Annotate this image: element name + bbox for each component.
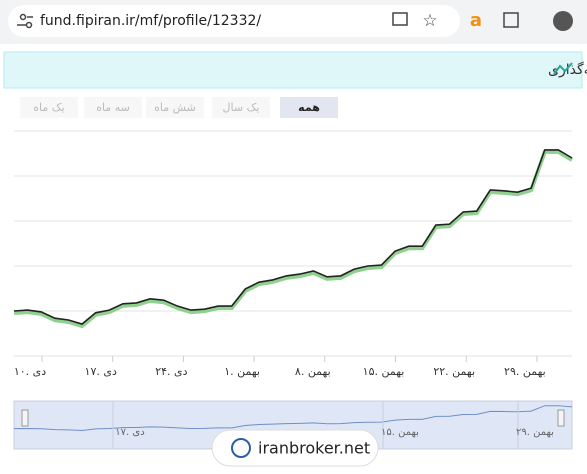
url[interactable]: fund.fipiran.ir/mf/profile/12332/ (40, 13, 261, 29)
x-tick-label: ۸. بهمن (295, 365, 331, 378)
site-info-icon[interactable] (17, 13, 33, 29)
navigator-handle[interactable] (557, 409, 565, 427)
navigator-handle[interactable] (21, 409, 29, 427)
extensions-icon[interactable] (503, 12, 519, 28)
x-tick-label: ۲۹. بهمن (504, 365, 546, 378)
bookmark-star[interactable]: ☆ (422, 11, 437, 31)
range-button-label[interactable]: یک ماه (33, 101, 64, 114)
range-button[interactable] (212, 97, 270, 118)
header-icon (553, 62, 573, 75)
header-band (3, 51, 583, 89)
extension-icon[interactable]: a (470, 10, 482, 31)
plot: ۱۰. دی ۱۷. دی ۲۴. دی ۱. بهمن ۸. بهمن ۱۵. بهمن… (13, 130, 574, 378)
range-button[interactable] (20, 97, 78, 118)
x-tick-label: ۱۷. دی (85, 365, 117, 378)
address-bar[interactable] (8, 5, 460, 37)
line (13, 149, 573, 325)
range-button-label[interactable]: همه (298, 101, 320, 114)
navigator-label: ۲۹. بهمن (516, 427, 554, 438)
x-tick-label: ۱. بهمن (224, 365, 260, 378)
x-tick-label: ۱۵. بهمن (363, 365, 405, 378)
range-buttons: همه یک سال شش ماه سه ماه یک ماه (20, 97, 338, 118)
x-tick-label: ۲۲. بهمن (433, 365, 475, 378)
range-button-label[interactable]: سه ماه (96, 101, 130, 114)
range-button[interactable] (84, 97, 142, 118)
range-button[interactable] (280, 97, 338, 118)
range-button-label[interactable]: یک سال (223, 101, 260, 114)
x-tick-label: ۱۰. دی (14, 365, 46, 378)
range-button[interactable] (146, 97, 204, 118)
watermark-icon (231, 438, 251, 458)
navigator-content: ۱۷. دی ۱۵. بهمن ۲۹. بهمن (13, 401, 573, 449)
navigator-label: ۱۵. بهمن (381, 427, 419, 438)
x-tick-label: ۲۴. دی (155, 365, 187, 378)
watermark: iranbroker.net (258, 439, 370, 458)
install-icon[interactable] (392, 12, 408, 26)
range-button-label[interactable]: شش ماه (154, 101, 196, 114)
profile-icon[interactable] (553, 11, 573, 31)
navigator-line (13, 405, 573, 431)
navigator-label: ۱۷. دی (115, 427, 144, 438)
watermark-pill (211, 429, 379, 467)
line-glow (13, 149, 574, 329)
